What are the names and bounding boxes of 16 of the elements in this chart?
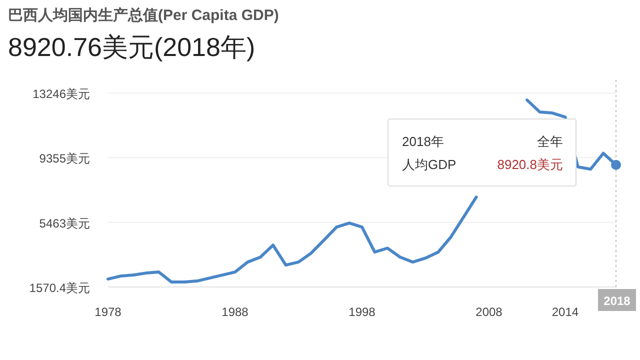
y-tick-label: 1570.4美元 xyxy=(29,281,90,295)
y-tick-label: 9355美元 xyxy=(39,152,90,166)
chart-subtitle: 8920.76美元(2018年) xyxy=(8,32,256,62)
x-tick-label: 1988 xyxy=(222,305,249,319)
ref-line-label: 2018 xyxy=(604,294,631,308)
annotation: 人均GDP xyxy=(402,157,456,172)
y-tick-label: 13246美元 xyxy=(32,87,90,101)
x-tick-label: 1978 xyxy=(94,305,122,319)
x-tick-label: 2014 xyxy=(552,305,579,319)
x-tick-label: 1998 xyxy=(348,305,376,319)
annotation: 全年 xyxy=(537,134,563,149)
x-tick-label: 2008 xyxy=(476,305,503,319)
annotation: 8920.8美元 xyxy=(497,157,563,172)
y-tick-label: 5463美元 xyxy=(39,216,90,230)
annotation: 2018年 xyxy=(402,134,444,149)
chart-title: 巴西人均国内生产总值(Per Capita GDP) xyxy=(8,7,279,24)
